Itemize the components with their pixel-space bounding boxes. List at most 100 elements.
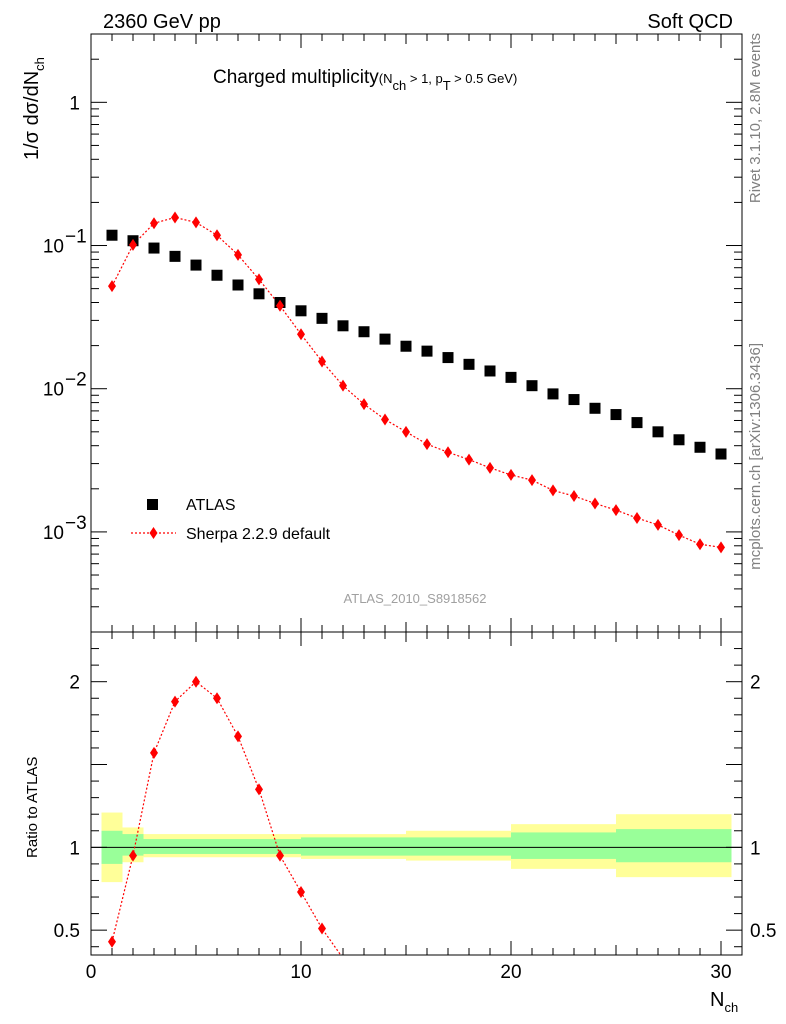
ratio-sherpa-point [255,783,263,796]
mcplots-label: mcplots.cern.ch [arXiv:1306.3436] [747,343,764,570]
header-right: Soft QCD [647,11,733,33]
sherpa-point [654,518,662,531]
x-label-base: N [710,989,724,1011]
main-y-tick-exponent: −2 [65,370,87,391]
atlas-point [379,333,391,345]
ratio-axis-ticks: 0 10 20 30 2 2 1 1 0.5 0.5 [54,632,776,983]
sherpa-point [528,474,536,487]
atlas-point [232,279,244,291]
ratio-band-inner [301,837,511,856]
legend-marker-sherpa [149,527,158,539]
atlas-point [337,320,349,332]
sherpa-point [612,504,620,517]
atlas-point [715,448,727,460]
ratio-y-tick-label: 1 [69,838,80,859]
atlas-point [400,340,412,352]
main-y-tick-label: 10 [43,380,64,401]
ratio-y-tick-label-right: 0.5 [750,921,776,942]
ratio-y-tick-label: 0.5 [54,921,80,942]
main-y-tick-label: 10 [43,237,64,258]
atlas-point [421,345,433,357]
sherpa-point [108,280,116,293]
ratio-sherpa-point [192,675,200,688]
ratio-sherpa-point [318,922,326,935]
y-label-sub: ch [32,57,47,71]
sherpa-line [111,216,722,548]
ratio-sherpa-point [234,730,242,743]
ratio-bands [91,812,742,883]
sherpa-point [360,398,368,411]
ratio-sherpa-point [108,935,116,948]
sherpa-point [234,248,242,261]
x-tick-label: 30 [710,962,731,983]
legend-marker-atlas [147,499,158,510]
atlas-point [211,269,223,281]
ratio-sherpa-point [150,746,158,759]
ratio-band-inner [511,832,616,859]
legend-label-sherpa: Sherpa 2.2.9 default [186,526,331,543]
main-y-axis-label: 1/σ dσ/dNch [21,57,47,160]
atlas-point [484,365,496,377]
rivet-label: Rivet 3.1.10, 2.8M events [747,33,764,203]
sherpa-point [633,512,641,525]
main-y-tick-label: 1 [69,93,80,114]
atlas-point [526,380,538,392]
main-axis-ticks: 110−110−210−3 [43,33,743,633]
atlas-point [694,441,706,453]
sherpa-point [150,217,158,230]
atlas-point [652,426,664,438]
ratio-y-axis-label: Ratio to ATLAS [24,757,41,858]
y-label-base: 1/σ dσ/dN [21,71,43,160]
atlas-point [148,242,160,254]
x-tick-label: 0 [86,962,97,983]
sherpa-point [717,541,725,554]
atlas-point [610,409,622,421]
atlas-point [568,394,580,406]
sherpa-point [129,238,137,251]
sherpa-point [591,497,599,510]
legend-label-atlas: ATLAS [186,497,236,514]
main-y-tick-label: 10 [43,523,64,544]
main-series [106,211,727,554]
sherpa-point [381,413,389,426]
sherpa-point [549,484,557,497]
sherpa-point [570,490,578,503]
atlas-point [253,288,265,300]
sherpa-point [276,299,284,312]
sherpa-point [486,461,494,474]
atlas-point [589,402,601,414]
ratio-plot-frame [90,631,743,956]
ratio-sherpa-point [297,886,305,899]
title-cond-mid: > 1, p [406,71,443,86]
ratio-band-inner [616,829,732,863]
sherpa-point [402,425,410,438]
sherpa-point [423,438,431,451]
atlas-point [358,326,370,338]
sherpa-point [255,273,263,286]
ratio-series [108,675,342,955]
header-left: 2360 GeV pp [103,11,221,33]
main-y-tick-exponent: −3 [65,513,87,534]
sherpa-point [192,216,200,229]
sherpa-point [171,211,179,224]
analysis-id: ATLAS_2010_S8918562 [344,591,487,606]
ratio-sherpa-point [276,849,284,862]
sherpa-point [213,229,221,242]
sherpa-point [297,328,305,341]
atlas-point [169,250,181,262]
title-main: Charged multiplicity [213,67,379,88]
main-y-tick-exponent: −1 [65,227,87,248]
sherpa-point [339,379,347,392]
ratio-band-inner [122,834,144,856]
x-tick-label: 10 [290,962,311,983]
ratio-y-tick-label-right: 2 [750,673,761,694]
ratio-y-tick-label-right: 1 [750,838,761,859]
main-plot-title: Charged multiplicity(Nch > 1, pT > 0.5 G… [213,67,517,93]
title-cond-sub1: ch [393,78,407,93]
ratio-sherpa-line [111,680,342,955]
title-cond-sub2: T [443,78,451,93]
ratio-band-inner [143,839,301,854]
sherpa-point [318,355,326,368]
x-tick-label: 20 [500,962,521,983]
